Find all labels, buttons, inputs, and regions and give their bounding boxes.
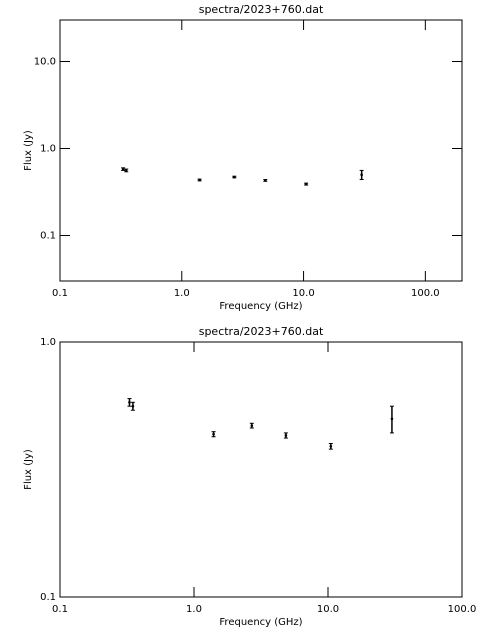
data-point [250, 424, 254, 427]
data-point [360, 173, 363, 176]
y-tick-label: 0.1 [40, 231, 56, 242]
chart-title: spectra/2023+760.dat [199, 3, 324, 16]
x-axis-label: Frequency (GHz) [219, 617, 302, 628]
x-tick-label: 0.1 [52, 604, 68, 615]
data-point [233, 175, 236, 179]
data-point [198, 178, 201, 182]
data-point [390, 417, 394, 421]
data-point [329, 444, 333, 448]
y-tick-label: 1.0 [40, 337, 56, 348]
x-tick-label: 10.0 [317, 604, 339, 615]
data-point [284, 434, 288, 437]
y-axis-label: Flux (Jy) [23, 130, 34, 171]
data-point [212, 432, 215, 436]
data-point [263, 179, 267, 182]
plot-frame [59, 341, 463, 598]
data-point [121, 167, 125, 171]
data-point [124, 169, 128, 172]
y-tick-label: 0.1 [40, 592, 56, 603]
x-tick-label: 100.0 [411, 288, 440, 299]
data-point [304, 182, 308, 186]
x-tick-label: 1.0 [174, 288, 190, 299]
x-tick-label: 10.0 [292, 288, 314, 299]
x-axis-label: Frequency (GHz) [219, 301, 302, 312]
y-tick-label: 10.0 [34, 57, 56, 68]
x-tick-label: 0.1 [52, 288, 68, 299]
y-axis-label: Flux (Jy) [23, 449, 34, 490]
plot-frame [59, 19, 463, 282]
data-point [128, 401, 131, 404]
y-tick-label: 1.0 [40, 144, 56, 155]
chart-title: spectra/2023+760.dat [199, 325, 324, 338]
data-point [131, 404, 135, 408]
x-tick-label: 1.0 [186, 604, 202, 615]
x-tick-label: 100.0 [448, 604, 477, 615]
